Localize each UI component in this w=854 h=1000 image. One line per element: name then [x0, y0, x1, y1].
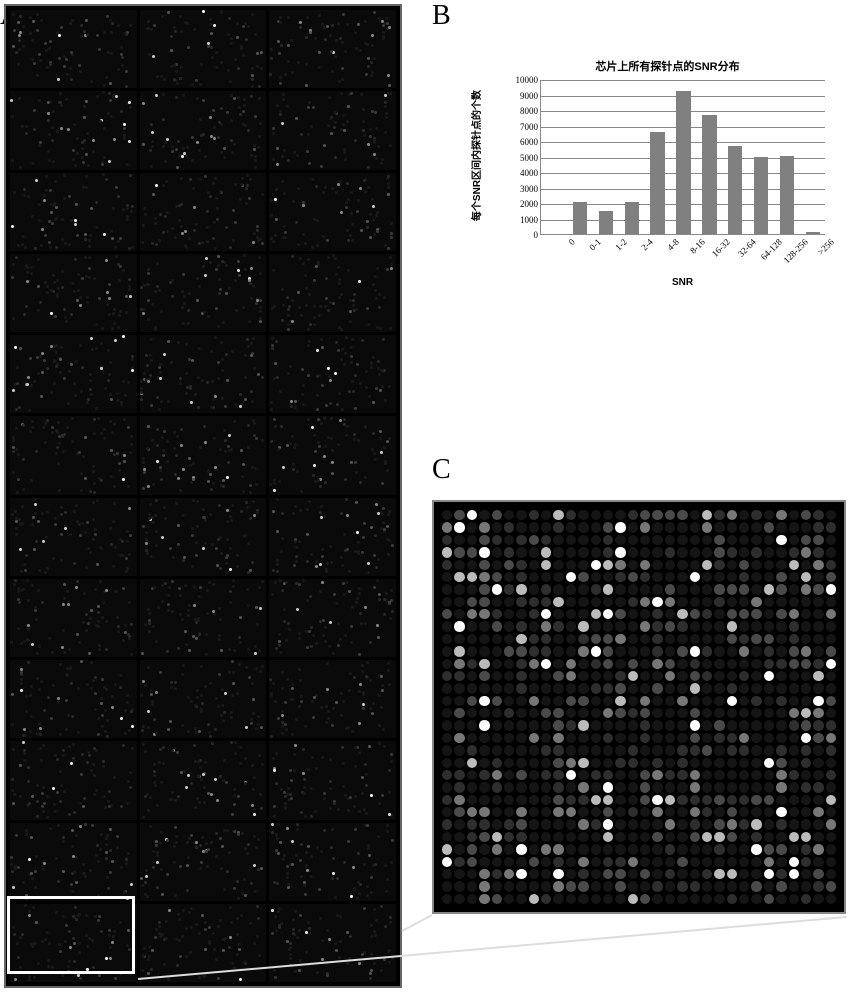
x-axis-label: SNR: [540, 277, 825, 288]
chart-title: 芯片上所有探针点的SNR分布: [505, 58, 830, 74]
microarray-panel: [4, 4, 402, 988]
detail-panel: [432, 500, 846, 914]
chart-area: 0100020003000400050006000700080009000100…: [540, 80, 825, 235]
panel-c-label: C: [432, 454, 451, 486]
snr-bar-chart: 芯片上所有探针点的SNR分布 每个SNR区间内探针点的个数 0100020003…: [505, 58, 830, 288]
y-axis-label: 每个SNR区间内探针点的个数: [468, 90, 483, 221]
panel-b-label: B: [432, 0, 451, 32]
